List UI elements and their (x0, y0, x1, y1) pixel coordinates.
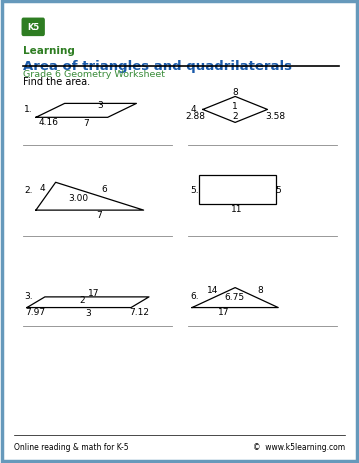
Text: 3.: 3. (24, 292, 33, 300)
Text: 5.: 5. (190, 185, 199, 194)
Text: 4.: 4. (190, 105, 199, 114)
Text: 14: 14 (207, 285, 218, 294)
Text: Find the area.: Find the area. (23, 77, 90, 88)
Text: 17: 17 (88, 288, 99, 297)
Text: Learning: Learning (23, 46, 75, 56)
Text: Online reading & math for K-5: Online reading & math for K-5 (14, 442, 129, 451)
Text: 1.: 1. (24, 105, 33, 114)
Text: 7.12: 7.12 (129, 307, 149, 317)
Text: 7: 7 (96, 210, 102, 219)
Text: ©  www.k5learning.com: © www.k5learning.com (252, 442, 345, 451)
FancyBboxPatch shape (22, 19, 45, 37)
Text: Area of triangles and quadrilaterals: Area of triangles and quadrilaterals (23, 60, 292, 73)
Text: 2.88: 2.88 (185, 112, 205, 121)
Text: K5: K5 (27, 23, 39, 32)
Text: 3: 3 (85, 308, 91, 318)
Text: 3.00: 3.00 (68, 193, 88, 202)
Text: 2: 2 (79, 295, 85, 305)
Text: 2.: 2. (24, 185, 33, 194)
Text: 1: 1 (232, 101, 238, 111)
Text: 7: 7 (83, 119, 89, 128)
Text: 2: 2 (232, 112, 238, 121)
Text: 3: 3 (97, 101, 103, 110)
Text: 6: 6 (101, 184, 107, 194)
Text: 8: 8 (232, 88, 238, 97)
Text: 8: 8 (258, 285, 264, 294)
Text: 17: 17 (218, 307, 229, 317)
Text: 4.16: 4.16 (38, 118, 59, 127)
Text: Grade 6 Geometry Worksheet: Grade 6 Geometry Worksheet (23, 69, 165, 78)
Text: 3.58: 3.58 (266, 112, 286, 121)
Text: 6.: 6. (190, 292, 199, 300)
Text: 5: 5 (276, 186, 281, 195)
Text: 7.97: 7.97 (25, 307, 45, 317)
Bar (199, 176, 276, 205)
Text: 6.75: 6.75 (225, 293, 245, 302)
Text: 11: 11 (230, 204, 242, 213)
Text: 4: 4 (39, 183, 45, 193)
